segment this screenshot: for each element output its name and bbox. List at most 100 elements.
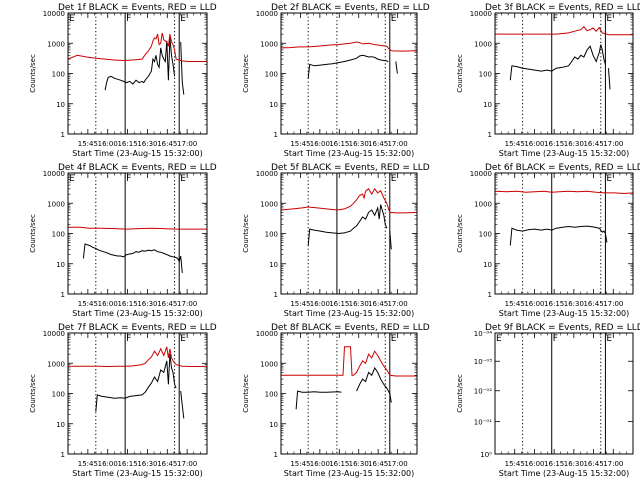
x-tick-label: 16:00 (98, 460, 118, 468)
x-tick-label: 16:45 (583, 140, 603, 148)
y-tick-label: 1 (61, 291, 65, 299)
y-tick-label: 100 (479, 231, 492, 239)
y-tick-label: 1000 (260, 40, 278, 48)
marker-label: F (126, 174, 131, 184)
y-axis-label: Counts/sec (456, 54, 464, 93)
y-tick-label: 1000 (47, 200, 65, 208)
plot-frame (67, 12, 208, 135)
x-tick-label: 16:45 (157, 140, 177, 148)
x-axis-label: Start Time (23-Aug-15 15:32:00) (72, 469, 203, 478)
x-tick-label: 17:00 (177, 140, 197, 148)
panel-det8: Det 8f BLACK = Events, RED = LLD Counts/s… (242, 323, 430, 478)
x-tick-label: 17:00 (387, 140, 407, 148)
x-tick-label: 16:00 (98, 300, 118, 308)
y-axis-label: Counts/sec (456, 374, 464, 413)
x-tick-label: 17:00 (387, 300, 407, 308)
x-tick-label: 15:45 (505, 460, 525, 468)
x-tick-label: 16:30 (564, 140, 584, 148)
y-tick-label: 1000 (260, 200, 278, 208)
x-tick-label: 16:30 (564, 460, 584, 468)
series-events-line (95, 354, 177, 412)
panel-title: Det 9f BLACK = Events, RED = LLD (485, 323, 640, 333)
x-tick-label: 16:30 (137, 300, 157, 308)
marker-label: E (180, 14, 186, 24)
x-axis-label: Start Time (23-Aug-15 15:32:00) (284, 149, 415, 158)
y-tick-label: 10 (269, 421, 278, 429)
x-tick-label: 15:45 (290, 300, 310, 308)
x-tick-label: 15:45 (290, 140, 310, 148)
y-axis-label: Counts/sec (242, 214, 250, 253)
x-axis-label: Start Time (23-Aug-15 15:32:00) (499, 149, 630, 158)
y-tick-label: 1 (61, 451, 65, 459)
y-tick-label: 1000 (260, 360, 278, 368)
marker-label: E (180, 334, 186, 344)
panel-det6: Det 6f BLACK = Events, RED = LLD Counts/s… (456, 163, 640, 318)
marker-label: E (606, 14, 612, 24)
x-tick-label: 16:30 (349, 140, 369, 148)
marker-label: F (126, 14, 131, 24)
y-tick-label: 100 (52, 231, 65, 239)
marker-label: E (391, 174, 397, 184)
series-events-line (307, 204, 388, 246)
x-axis-label: Start Time (23-Aug-15 15:32:00) (72, 309, 203, 318)
y-axis-label: Counts/sec (242, 374, 250, 413)
y-tick-label: 10⁻⁰² (474, 388, 492, 396)
y-tick-label: 10 (56, 261, 65, 269)
y-tick-label: 10⁻⁰⁴ (474, 330, 492, 338)
x-tick-label: 16:30 (137, 140, 157, 148)
marker-label: E (391, 14, 397, 24)
plot-frame (67, 172, 208, 295)
panel-det3: Det 3f BLACK = Events, RED = LLD Counts/s… (456, 3, 640, 158)
marker-label: E (69, 14, 75, 24)
panel-title: Det 2f BLACK = Events, RED = LLD (271, 3, 430, 13)
y-tick-label: 10 (269, 101, 278, 109)
marker-label: F (553, 14, 558, 24)
y-tick-label: 10000 (43, 170, 65, 178)
series-events-line (295, 390, 342, 410)
y-axis-label: Counts/sec (242, 54, 250, 93)
series-events-line (307, 54, 389, 79)
series-events-line (356, 366, 392, 403)
x-tick-label: 17:00 (603, 140, 623, 148)
x-tick-label: 16:45 (368, 140, 388, 148)
y-tick-label: 100 (52, 71, 65, 79)
x-tick-label: 15:45 (78, 300, 98, 308)
y-tick-label: 100 (52, 391, 65, 399)
y-tick-label: 1000 (474, 40, 492, 48)
x-tick-label: 16:15 (117, 140, 137, 148)
x-tick-label: 17:00 (177, 460, 197, 468)
panel-title: Det 7f BLACK = Events, RED = LLD (58, 323, 217, 333)
x-tick-label: 17:00 (603, 300, 623, 308)
series-events-line (104, 37, 176, 91)
marker-label: E (606, 174, 612, 184)
marker-label: E (180, 174, 186, 184)
x-tick-label: 16:45 (368, 300, 388, 308)
x-tick-label: 16:00 (524, 300, 544, 308)
y-tick-label: 10000 (43, 330, 65, 338)
panel-det1: Det 1f BLACK = Events, RED = LLD Counts/s… (29, 3, 217, 158)
series-lld-line (67, 32, 207, 62)
x-tick-label: 16:15 (544, 460, 564, 468)
x-tick-label: 16:30 (564, 300, 584, 308)
marker-label: E (496, 334, 502, 344)
x-tick-label: 16:00 (524, 460, 544, 468)
marker-label: E (69, 174, 75, 184)
x-tick-label: 16:15 (544, 300, 564, 308)
series-lld-line (68, 346, 208, 368)
panel-title: Det 4f BLACK = Events, RED = LLD (58, 163, 217, 173)
panel-det4: Det 4f BLACK = Events, RED = LLD Counts/s… (29, 163, 217, 318)
x-tick-label: 16:15 (329, 140, 349, 148)
plot-frame (67, 332, 208, 455)
x-tick-label: 17:00 (387, 460, 407, 468)
y-tick-label: 1000 (47, 40, 65, 48)
x-tick-label: 15:45 (290, 460, 310, 468)
y-tick-label: 1 (274, 131, 278, 139)
series-lld-line (494, 190, 634, 195)
y-tick-label: 1 (61, 131, 65, 139)
x-tick-label: 16:45 (157, 460, 177, 468)
panel-title: Det 6f BLACK = Events, RED = LLD (485, 163, 640, 173)
plot-frame (494, 172, 634, 295)
series-events-line (608, 68, 611, 90)
